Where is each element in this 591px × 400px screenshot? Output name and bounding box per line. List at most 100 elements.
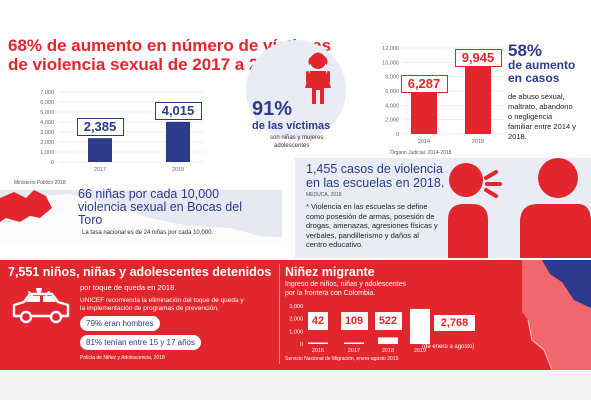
- x-tick-label: 2016: [312, 348, 324, 354]
- bar: [378, 337, 398, 344]
- migrant-d2: por la frontera con Colombia.: [285, 289, 376, 297]
- increase-block: 58% de aumento en casos: [508, 42, 575, 85]
- increase-desc1: de abuso sexual,: [508, 92, 565, 101]
- left-chart-source: Ministerio Público 2018: [14, 180, 66, 186]
- y-tick-label: 4,000: [40, 120, 54, 126]
- increase-line1: de aumento: [508, 58, 576, 72]
- police-car-icon: [12, 288, 70, 324]
- migrant-desc: Ingreso de niños, niñas y adolescentes p…: [285, 281, 406, 298]
- bar: [88, 138, 112, 162]
- increase-desc: de abuso sexual, maltrato, abandono o ne…: [508, 92, 576, 142]
- increase-desc4: familiar entre 2014 y: [508, 122, 576, 131]
- victims-label: de las víctimas: [252, 120, 331, 132]
- bocas-note: La tasa nacional es de 24 niñas por cada…: [82, 230, 214, 236]
- increase-desc2: maltrato, abandono: [508, 102, 573, 111]
- right-bar-chart: 0 2,000 4,000 6,000 8,000 10,000 12,000 2014 201…: [382, 46, 504, 145]
- value-label: 6,287: [400, 74, 448, 93]
- bocas-text: 66 niñas por cada 10,000 violencia sexua…: [78, 188, 242, 227]
- y-tick-label: 1,000: [289, 329, 303, 335]
- x-tick-label: 2017: [94, 167, 106, 173]
- bottom-band: [0, 260, 591, 370]
- increase-percent: 58%: [508, 41, 543, 60]
- girl-icon: [305, 52, 331, 104]
- increase-desc5: 2018.: [508, 132, 527, 141]
- value-label: 109: [340, 312, 368, 330]
- value-label: 9,945: [454, 48, 502, 67]
- bar: [166, 121, 190, 162]
- y-tick-label: 7,000: [40, 90, 54, 96]
- value-label: 2,768: [434, 314, 475, 331]
- map-icon: [0, 190, 290, 258]
- schools-b2: como posesión de armas, posesión de: [306, 211, 435, 221]
- y-tick-label: 10,000: [382, 60, 399, 66]
- bar: [308, 342, 328, 344]
- bocas-line3: Toro: [78, 213, 103, 227]
- y-tick-label: 6,000: [385, 89, 399, 95]
- stat-age: 81% tenían entre 15 y 17 años: [80, 335, 201, 350]
- y-tick-label: 2,000: [289, 317, 303, 323]
- schools-b4: verbales, pandillerismo y daños al: [306, 230, 419, 240]
- schools-line1: 1,455 casos de violencia: [306, 162, 443, 176]
- victims-sub1: son niñas y mujeres: [270, 135, 324, 141]
- detained-source: Policía de Niñez y Adolescencia, 2018: [80, 355, 165, 361]
- detained-sub: por toque de queda en 2018.: [80, 283, 177, 292]
- unicef-text: UNICEF recomienda la eliminación del toq…: [80, 297, 244, 313]
- bar: [465, 62, 491, 134]
- x-tick-label: 2018: [472, 139, 484, 145]
- unicef-line2: la implementación de programas de preven…: [80, 305, 219, 312]
- migrant-bar-chart: 0 1,000 2,000 3,000 2016 2017 2018 2019: [289, 304, 430, 354]
- y-tick-label: 2,000: [385, 118, 399, 124]
- right-chart-source: Órgano Judicial, 2014-2018: [390, 150, 452, 156]
- schools-b1: * Violencia en las escuelas se define: [306, 202, 428, 211]
- headline: 68% de aumento en número de víctimas de …: [8, 36, 331, 74]
- y-tick-label: 4,000: [385, 103, 399, 109]
- y-tick-label: 5,000: [40, 110, 54, 116]
- victims-sub2: adolescentes: [274, 143, 310, 149]
- bar: [344, 342, 364, 344]
- x-tick-label: 2017: [348, 348, 360, 354]
- y-tick-label: 0: [51, 160, 54, 166]
- bocas-line1: 66 niñas por cada 10,000: [78, 187, 220, 201]
- headline-line2: de violencia sexual de 2017 a 2018: [8, 55, 287, 74]
- migrant-2019-note: (de enero a agosto): [422, 344, 475, 350]
- migrant-source: Servicio Nacional de Migración, enero-ag…: [285, 356, 399, 362]
- shouting-people-icon: [448, 158, 591, 258]
- increase-line2: en casos: [508, 71, 560, 85]
- x-tick-label: 2018: [382, 348, 394, 354]
- schools-b5: centro educativo.: [306, 240, 364, 249]
- migrant-title: Niñez migrante: [285, 265, 375, 279]
- x-tick-label: 2018: [172, 167, 184, 173]
- victims-percent: 91%: [252, 98, 293, 120]
- schools-title: 1,455 casos de violencia en las escuelas…: [306, 162, 445, 190]
- schools-line2: en las escuelas en 2018.: [306, 175, 445, 190]
- schools-source: MEDUCA, 2018: [306, 192, 342, 198]
- schools-definition: * Violencia en las escuelas se define co…: [306, 202, 438, 250]
- footer-strip: [0, 370, 591, 400]
- value-label: 2,385: [76, 118, 124, 137]
- y-tick-label: 0: [396, 132, 399, 138]
- schools-b3: drogas, amenazas, agresiones físicas y: [306, 221, 438, 230]
- y-tick-label: 3,000: [289, 304, 303, 310]
- y-tick-label: 0: [300, 342, 303, 348]
- unicef-line1: UNICEF recomienda la eliminación del toq…: [80, 297, 244, 304]
- x-tick-label: 2014: [418, 139, 430, 145]
- migrant-d1: Ingreso de niños, niñas y adolescentes: [285, 281, 407, 288]
- value-label: 4,015: [154, 101, 202, 120]
- x-tick-label: 2019: [414, 348, 426, 354]
- bar: [411, 88, 437, 134]
- victims-circle: [246, 40, 346, 140]
- y-tick-label: 12,000: [382, 46, 399, 52]
- value-label: 522: [374, 312, 402, 330]
- y-tick-label: 2,000: [40, 140, 54, 146]
- value-label: 42: [308, 312, 328, 330]
- migrant-map-icon: [522, 260, 591, 370]
- increase-desc3: o negligencia: [508, 112, 553, 121]
- y-tick-label: 8,000: [385, 75, 399, 81]
- stat-males: 79% eran hombres: [80, 316, 160, 331]
- y-tick-label: 1,000: [40, 150, 54, 156]
- bottom-divider: [279, 264, 280, 364]
- detained-title: 7,551 niños, niñas y adolescentes deteni…: [8, 265, 272, 279]
- headline-line1: 68% de aumento en número de víctimas: [8, 36, 332, 55]
- bar: [410, 308, 430, 344]
- bocas-line2: violencia sexual en Bocas del: [78, 200, 242, 214]
